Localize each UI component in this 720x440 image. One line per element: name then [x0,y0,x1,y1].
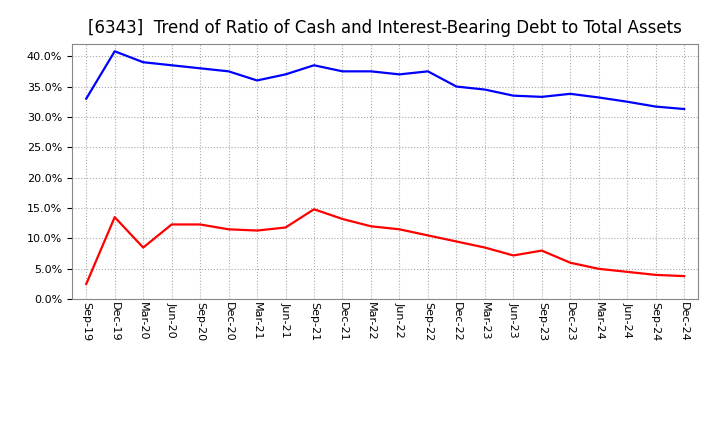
Interest-Bearing Debt [595,95,603,100]
Interest-Bearing Debt [395,72,404,77]
Interest-Bearing Debt [452,84,461,89]
Interest-Bearing Debt [196,66,204,71]
Cash [423,233,432,238]
Cash [225,227,233,232]
Cash [395,227,404,232]
Title: [6343]  Trend of Ratio of Cash and Interest-Bearing Debt to Total Assets: [6343] Trend of Ratio of Cash and Intere… [89,19,682,37]
Interest-Bearing Debt [225,69,233,74]
Cash [566,260,575,265]
Interest-Bearing Debt [680,106,688,112]
Interest-Bearing Debt [310,62,318,68]
Cash [595,266,603,271]
Cash [366,224,375,229]
Cash [196,222,204,227]
Interest-Bearing Debt [423,69,432,74]
Cash [509,253,518,258]
Cash [139,245,148,250]
Cash [282,225,290,230]
Line: Cash: Cash [86,209,684,284]
Cash [338,216,347,222]
Cash [253,228,261,233]
Interest-Bearing Debt [82,96,91,101]
Cash [82,281,91,286]
Interest-Bearing Debt [537,94,546,99]
Interest-Bearing Debt [110,49,119,54]
Interest-Bearing Debt [366,69,375,74]
Cash [623,269,631,275]
Interest-Bearing Debt [282,72,290,77]
Interest-Bearing Debt [253,78,261,83]
Cash [680,274,688,279]
Interest-Bearing Debt [509,93,518,98]
Cash [480,245,489,250]
Cash [537,248,546,253]
Line: Interest-Bearing Debt: Interest-Bearing Debt [86,51,684,109]
Interest-Bearing Debt [338,69,347,74]
Interest-Bearing Debt [167,62,176,68]
Cash [167,222,176,227]
Cash [452,239,461,244]
Interest-Bearing Debt [480,87,489,92]
Cash [310,207,318,212]
Interest-Bearing Debt [139,59,148,65]
Interest-Bearing Debt [652,104,660,109]
Cash [110,215,119,220]
Cash [652,272,660,278]
Interest-Bearing Debt [566,91,575,96]
Interest-Bearing Debt [623,99,631,104]
